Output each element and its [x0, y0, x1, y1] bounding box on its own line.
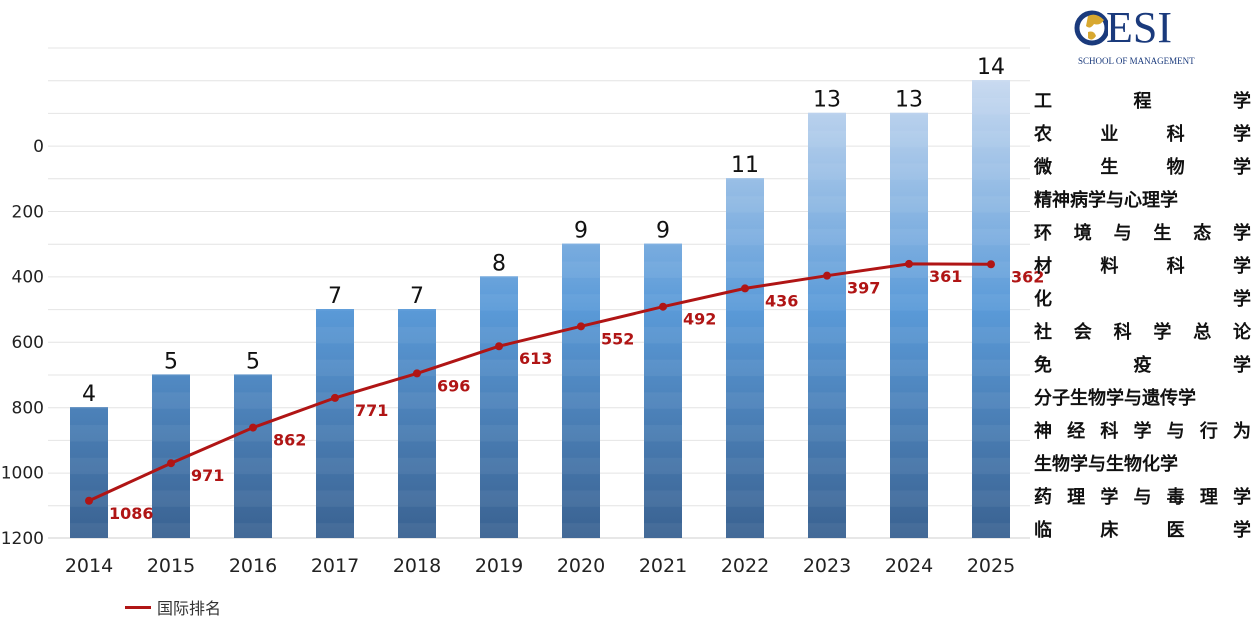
bar-value-labels: 4 5 5 7 7 8 9 9 11 13 13 14 — [82, 55, 1005, 407]
y-tick-label: 400 — [12, 268, 44, 288]
bar-value-label: 13 — [813, 88, 841, 113]
rank-value-label: 552 — [601, 329, 634, 348]
bar-band-overlay — [562, 243, 600, 539]
rank-value-labels: 1086 971 862 771 696 613 552 492 436 397 361 362 — [109, 267, 1044, 523]
subject-item: 精神病学与心理学 — [1034, 190, 1178, 211]
x-tick-label: 2024 — [885, 555, 933, 577]
gridlines — [48, 47, 1030, 539]
rank-value-label: 436 — [765, 291, 798, 310]
bar-value-label: 4 — [82, 382, 96, 407]
rank-point — [167, 459, 175, 468]
subject-list: 工程学农业科学微生物学精神病学与心理学环境与生态学 材料科学化学社会科学总论 免疫学… — [1034, 86, 1252, 548]
rank-point — [741, 284, 749, 293]
x-tick-label: 2017 — [311, 555, 359, 577]
y-tick-label: 0 — [33, 137, 44, 157]
subject-item: 微生物学 — [1034, 157, 1252, 178]
bar-value-label: 7 — [328, 284, 342, 309]
bar-value-label: 9 — [574, 219, 588, 244]
rank-value-label: 971 — [191, 466, 224, 485]
rank-point — [85, 496, 93, 505]
x-tick-label: 2021 — [639, 555, 687, 577]
y-axis-ticks: 0 200 400 600 800 1000 1200 — [1, 137, 44, 549]
subject-item: 材料科学 — [1034, 256, 1252, 277]
x-axis-ticks: 2014 2015 2016 2017 2018 2019 2020 2021 2022 2023… — [65, 555, 1015, 577]
bar-band-overlay — [644, 243, 682, 539]
rank-value-label: 771 — [355, 401, 388, 420]
x-tick-label: 2015 — [147, 555, 195, 577]
x-tick-label: 2023 — [803, 555, 851, 577]
bar-band-overlay — [70, 407, 108, 538]
y-tick-label: 200 — [12, 202, 44, 222]
x-tick-label: 2018 — [393, 555, 441, 577]
bar-band-overlay — [890, 112, 928, 538]
bar-band-overlay — [316, 309, 354, 538]
bar-value-label: 11 — [731, 153, 759, 178]
bar-value-label: 5 — [246, 349, 260, 374]
x-tick-label: 2019 — [475, 555, 523, 577]
subject-item: 临床医学 — [1034, 520, 1252, 541]
y-tick-label: 600 — [12, 333, 44, 353]
logo-wordmark: ESI — [1106, 3, 1172, 52]
rank-value-label: 1086 — [109, 504, 154, 523]
rank-point — [495, 342, 503, 351]
y-tick-label: 800 — [12, 398, 44, 418]
rank-point — [249, 423, 257, 432]
rank-value-label: 862 — [273, 431, 306, 450]
rank-value-label: 397 — [847, 279, 880, 298]
rank-point — [331, 393, 339, 402]
x-tick-label: 2016 — [229, 555, 277, 577]
legend-label: 国际排名 — [157, 599, 222, 618]
rank-point — [413, 369, 421, 378]
subject-item: 环境与生态学 — [1034, 223, 1252, 244]
bar-band-overlay — [480, 276, 518, 538]
subject-item: 神经科学与行为 — [1034, 421, 1252, 442]
rank-point — [987, 260, 995, 269]
x-tick-label: 2022 — [721, 555, 769, 577]
subject-item: 工程学 — [1034, 91, 1252, 112]
legend-line-swatch — [125, 605, 151, 609]
rank-value-label: 361 — [929, 267, 962, 286]
x-tick-label: 2025 — [967, 555, 1015, 577]
rank-points — [85, 259, 995, 505]
logo-tagline: SCHOOL OF MANAGEMENT — [1078, 56, 1195, 66]
rank-value-label: 362 — [1011, 267, 1044, 286]
bar-band-overlay — [234, 374, 272, 538]
x-tick-label: 2014 — [65, 555, 113, 577]
subject-item: 免疫学 — [1034, 355, 1252, 376]
rank-point — [659, 302, 667, 311]
legend: 国际排名 — [125, 596, 221, 618]
globe-icon — [1074, 10, 1108, 46]
bar-band-overlay — [808, 112, 846, 538]
rank-value-label: 696 — [437, 376, 470, 395]
bar-band-overlay — [726, 178, 764, 538]
rank-value-label: 492 — [683, 310, 716, 329]
subject-item: 社会科学总论 — [1034, 322, 1252, 343]
bar-value-label: 7 — [410, 284, 424, 309]
bar-value-label: 8 — [492, 251, 506, 276]
y-tick-label: 1200 — [1, 529, 44, 549]
rank-point — [905, 259, 913, 268]
bar-value-label: 9 — [656, 219, 670, 244]
subject-item: 农业科学 — [1034, 124, 1252, 145]
esi-logo: ESI SCHOOL OF MANAGEMENT — [1074, 4, 1204, 68]
x-tick-label: 2020 — [557, 555, 605, 577]
rank-line — [88, 262, 992, 503]
subject-item: 分子生物学与遗传学 — [1034, 388, 1196, 409]
rank-value-label: 613 — [519, 349, 552, 368]
bars — [70, 80, 1010, 539]
rank-point — [823, 271, 831, 280]
bar-band-overlay — [398, 309, 436, 538]
bar-value-label: 5 — [164, 349, 178, 374]
bar-value-label: 13 — [895, 88, 923, 113]
subject-item: 生物学与生物化学 — [1034, 454, 1178, 475]
rank-point — [577, 322, 585, 331]
bar-band-overlay — [972, 80, 1010, 538]
y-tick-label: 1000 — [1, 464, 44, 484]
subject-item: 化学 — [1034, 289, 1252, 310]
subject-item: 药理学与毒理学 — [1034, 487, 1252, 508]
bar-value-label: 14 — [977, 55, 1005, 80]
